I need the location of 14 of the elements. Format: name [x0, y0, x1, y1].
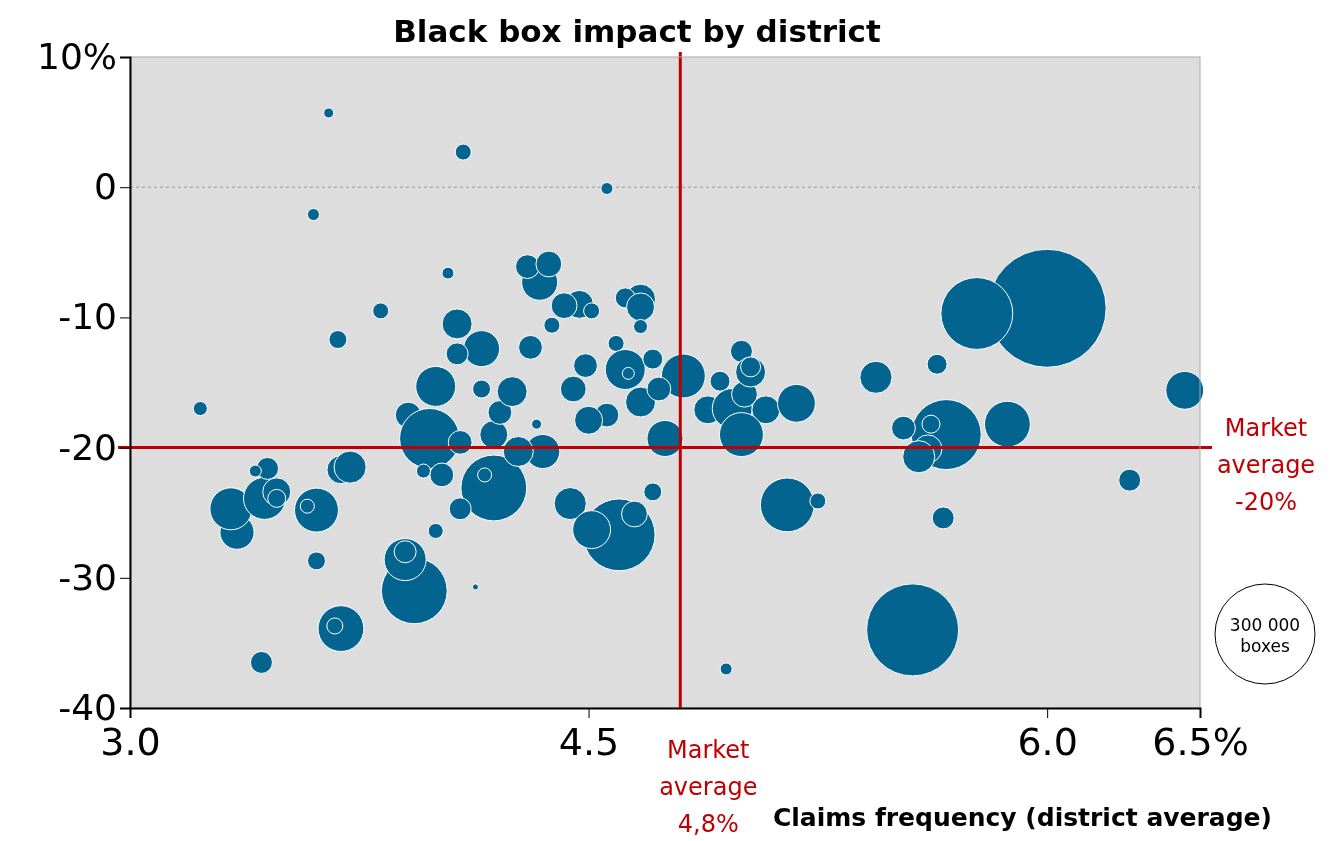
x-axis-title: Claims frequency (district average) — [772, 803, 1272, 832]
ref-line-label: Market average 4,8% — [659, 736, 758, 838]
x-tick-label: 6.0 — [1017, 720, 1078, 765]
x-tick-label: 6.5% — [1152, 720, 1249, 765]
ref-line-label: Market average -20% — [1216, 413, 1316, 516]
x-tick-label: 4.5 — [558, 720, 620, 765]
chart-title: Black box impact by district — [393, 13, 881, 49]
y-tick-label: 10% — [36, 36, 117, 78]
x-tick-label: 3.0 — [100, 720, 161, 765]
y-tick-label: 0 — [94, 166, 117, 208]
y-tick-label: -30 — [58, 556, 117, 598]
legend-label: 300 000 boxes — [1229, 615, 1301, 656]
y-tick-label: -20 — [58, 426, 117, 468]
y-tick-label: -10 — [58, 296, 117, 338]
